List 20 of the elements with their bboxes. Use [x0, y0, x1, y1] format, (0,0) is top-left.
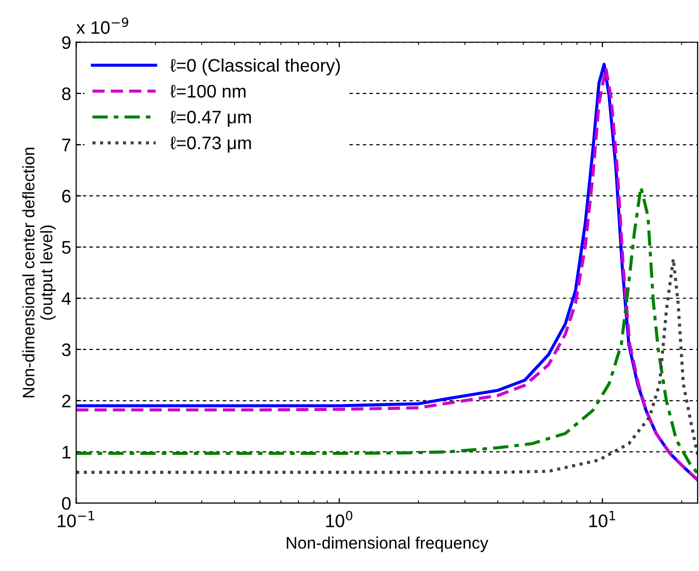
- y-tick-label: 8: [62, 87, 71, 100]
- x-tick-label: 10$^{0}$: [326, 510, 352, 528]
- legend-label: ℓ=100 nm: [170, 84, 246, 98]
- y-tick-label: 0: [62, 496, 71, 510]
- y-tick-label: 5: [62, 241, 71, 254]
- y-tick-label: 6: [62, 190, 71, 203]
- y-tick-label: 3: [62, 343, 71, 356]
- x-tick-label: 10$^{−1}$: [58, 510, 94, 528]
- x-axis-title: Non-dimensional frequency: [286, 536, 488, 552]
- y-tick-label: 9: [62, 36, 70, 49]
- y-tick-label: 1: [62, 446, 70, 458]
- y-tick-label: 7: [62, 138, 70, 152]
- legend-label: ℓ=0.73 μm: [170, 136, 251, 153]
- legend-label: ℓ=0.47 μm: [170, 110, 251, 127]
- text: x 10$^{−9}$: [76, 17, 128, 34]
- legend-label: ℓ=0 (Classical theory): [170, 58, 340, 76]
- x-tick-label: 10$^{1}$: [589, 510, 616, 528]
- y-tick-label: 4: [62, 292, 71, 305]
- y-axis-title: Non-dimensional center deflection (output level): [22, 148, 56, 398]
- y-tick-label: 2: [62, 394, 70, 408]
